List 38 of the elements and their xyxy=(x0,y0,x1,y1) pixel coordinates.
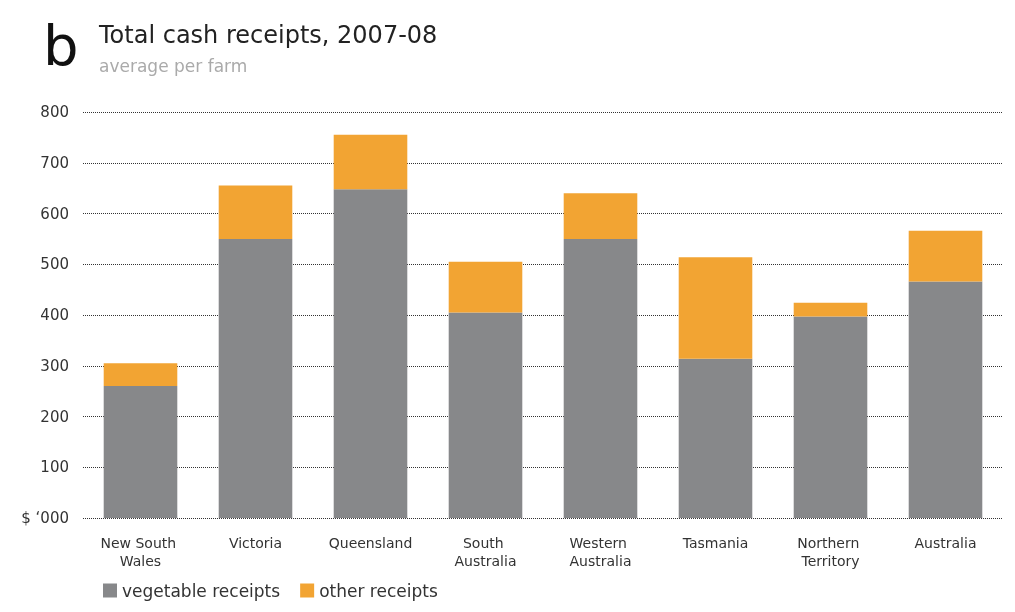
bar xyxy=(218,185,293,239)
y-tick-label: 800 xyxy=(40,103,69,121)
bar xyxy=(908,230,983,282)
bar xyxy=(563,238,638,518)
bar xyxy=(678,358,753,518)
chart-title: Total cash receipts, 2007-08 xyxy=(98,21,438,49)
y-tick-label: 200 xyxy=(40,407,69,426)
legend-label: other receipts xyxy=(319,580,438,601)
x-tick-label: New South Wales xyxy=(100,535,181,569)
chart-subtitle: average per farm xyxy=(99,55,248,76)
x-tick-label: Western Australia xyxy=(569,535,632,569)
bar xyxy=(448,261,523,313)
y-tick-label: 700 xyxy=(40,153,69,172)
x-tick-label: South Australia xyxy=(454,535,517,569)
bar xyxy=(218,238,293,518)
y-tick-label: 100 xyxy=(40,458,69,477)
y-tick-label: $ ‘000 xyxy=(21,509,69,527)
y-tick-label: 500 xyxy=(40,255,69,274)
bar xyxy=(103,386,178,518)
bar xyxy=(448,312,523,518)
bar xyxy=(333,189,408,518)
x-tick-label: Victoria xyxy=(228,535,283,551)
y-tick-label: 600 xyxy=(40,204,69,223)
x-tick-label: Tasmania xyxy=(681,535,749,551)
bar xyxy=(333,134,408,190)
y-tick-label: 300 xyxy=(40,356,69,375)
text: b xyxy=(43,12,79,78)
legend-label: vegetable receipts xyxy=(122,580,281,601)
bar xyxy=(103,363,178,387)
bar xyxy=(908,281,983,518)
bar xyxy=(678,257,753,359)
x-tick-label: Australia xyxy=(914,535,977,551)
bar xyxy=(563,193,638,239)
bar xyxy=(793,316,868,518)
bar xyxy=(793,302,868,317)
x-tick-label: Northern Territory xyxy=(797,535,864,569)
y-tick-label: 400 xyxy=(40,306,69,324)
x-tick-label: Queensland xyxy=(328,535,413,551)
